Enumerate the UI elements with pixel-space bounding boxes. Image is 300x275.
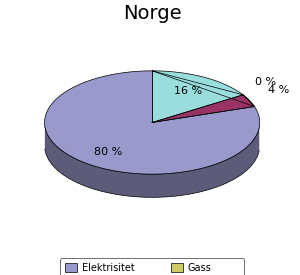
Polygon shape xyxy=(45,126,259,197)
Legend: Elektrisitet, Petroleumsprod., Gass, Biobrensel: Elektrisitet, Petroleumsprod., Gass, Bio… xyxy=(60,258,244,275)
Polygon shape xyxy=(45,71,260,174)
Text: 80 %: 80 % xyxy=(94,147,122,157)
Text: 0 %: 0 % xyxy=(255,77,276,87)
Title: Norge: Norge xyxy=(123,4,182,23)
Text: 16 %: 16 % xyxy=(174,86,202,96)
Text: 4 %: 4 % xyxy=(268,85,289,95)
Polygon shape xyxy=(152,71,243,122)
Polygon shape xyxy=(152,95,254,122)
